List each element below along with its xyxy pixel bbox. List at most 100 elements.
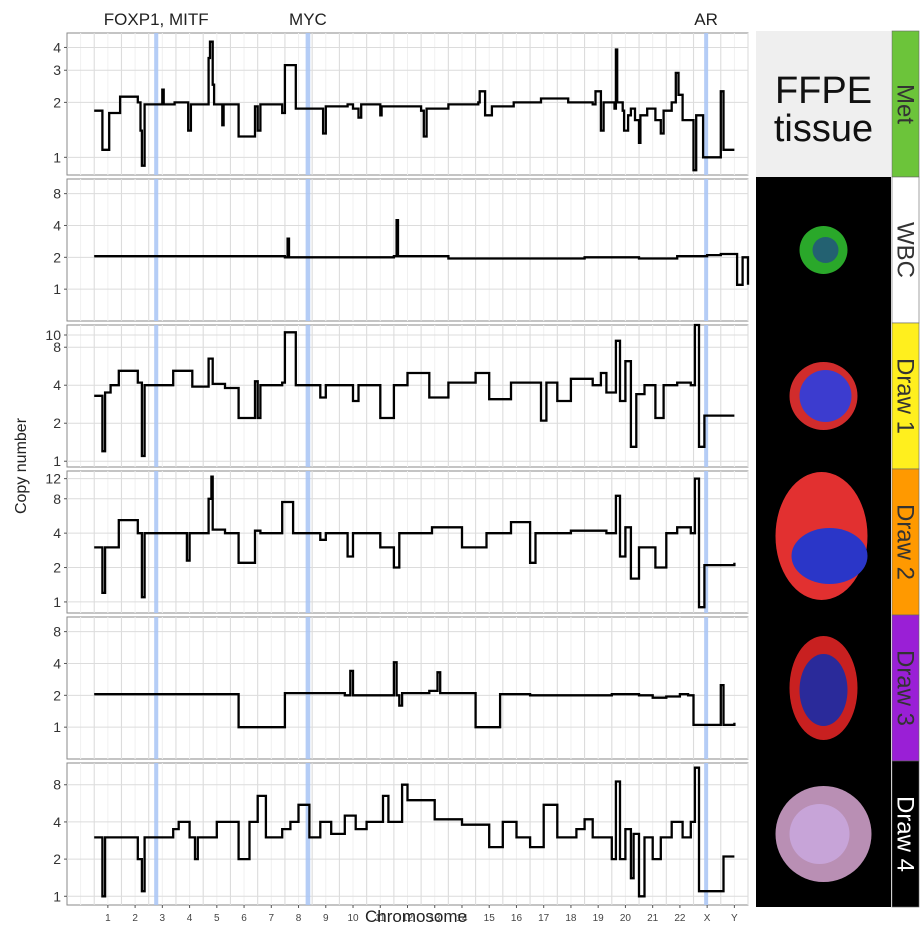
x-tick-label: 19 — [593, 913, 605, 924]
strip-label: Met — [892, 84, 919, 124]
highlight-band — [704, 179, 709, 321]
x-tick-label: 7 — [269, 913, 275, 924]
x-tick-label: 22 — [674, 913, 686, 924]
x-axis-title: Chromosome — [365, 907, 467, 926]
y-tick-label: 8 — [53, 186, 61, 202]
x-tick-label: 11 — [375, 913, 386, 924]
highlight-label: MYC — [289, 10, 327, 29]
copy-number-line — [94, 661, 736, 729]
cell-nucleus — [799, 654, 848, 726]
highlight-band — [305, 33, 311, 175]
copy-number-line — [94, 323, 735, 458]
highlight-band — [704, 33, 709, 175]
y-tick-label: 2 — [53, 415, 61, 431]
y-axis-title: Copy number — [13, 417, 30, 514]
y-tick-label: 2 — [53, 249, 61, 265]
highlight-band — [154, 763, 159, 905]
copy-number-line — [94, 40, 735, 172]
highlight-band — [305, 617, 311, 759]
y-tick-label: 8 — [53, 491, 61, 507]
y-tick-label: 2 — [53, 560, 61, 576]
y-tick-label: 2 — [53, 687, 61, 703]
highlight-band — [305, 471, 311, 613]
x-tick-label: 8 — [296, 913, 302, 924]
y-tick-label: 8 — [53, 339, 61, 355]
copy-number-line — [94, 766, 735, 898]
cell-nucleus — [799, 370, 852, 422]
panel-wbc: 1 2 4 8 WBC — [53, 176, 920, 324]
strip-label: WBC — [892, 222, 919, 278]
copy-number-line — [94, 475, 736, 609]
x-tick-label: 13 — [429, 913, 441, 924]
x-axis: 1 2 3 4 5 6 7 8 9 10 11 12 13 14 15 16 17 18 19 20 21 22 X Y — [105, 905, 738, 924]
highlight-band — [305, 325, 311, 467]
y-tick-label: 4 — [53, 39, 61, 55]
cell-image — [756, 31, 891, 177]
highlight-labels: FOXP1, MITF MYC AR — [104, 10, 718, 29]
x-tick-label: 1 — [105, 913, 111, 924]
copy-number-line — [94, 218, 750, 286]
highlight-label: AR — [694, 10, 718, 29]
highlight-band — [154, 471, 159, 613]
y-tick-label: 1 — [53, 888, 61, 904]
x-tick-label: 6 — [241, 913, 247, 924]
y-tick-label: 1 — [53, 453, 61, 469]
x-tick-label: 9 — [323, 913, 329, 924]
x-tick-label: 3 — [160, 913, 166, 924]
x-tick-label: 10 — [347, 913, 359, 924]
y-tick-label: 3 — [53, 62, 61, 78]
highlight-band — [154, 325, 159, 467]
x-tick-label: 17 — [538, 913, 550, 924]
strip-background — [891, 30, 920, 178]
highlight-band — [305, 763, 311, 905]
y-tick-label: 2 — [53, 851, 61, 867]
highlight-band — [704, 617, 709, 759]
highlight-band — [704, 471, 709, 613]
y-tick-label: 4 — [53, 525, 61, 541]
strip-background — [891, 760, 920, 908]
cell-image-caption: FFPE — [775, 70, 872, 112]
x-tick-label: Y — [731, 913, 738, 924]
strip-background — [891, 468, 920, 616]
y-tick-label: 8 — [53, 624, 61, 640]
panel-draw-1: 1 2 4 810 Draw 1 — [45, 322, 920, 470]
highlight-band — [704, 325, 709, 467]
x-tick-label: 12 — [402, 913, 414, 924]
x-tick-label: 14 — [456, 913, 468, 924]
x-tick-label: 20 — [620, 913, 632, 924]
y-tick-label: 1 — [53, 719, 61, 735]
highlight-band — [704, 763, 709, 905]
y-tick-label: 2 — [53, 94, 61, 110]
y-tick-label: 1 — [53, 281, 61, 297]
panel-draw-3: 1 2 4 8 Draw 3 — [53, 614, 920, 762]
x-tick-label: 16 — [511, 913, 523, 924]
highlight-band — [154, 617, 159, 759]
cell-image-caption: tissue — [774, 108, 873, 150]
cell-nucleus — [789, 804, 850, 864]
strip-label: Draw 3 — [892, 650, 919, 726]
panel-draw-4: 1 2 4 8 Draw 4 — [53, 760, 920, 908]
highlight-band — [305, 179, 311, 321]
strip-label: Draw 1 — [892, 358, 919, 434]
y-tick-label: 1 — [53, 594, 61, 610]
y-tick-label: 12 — [45, 471, 61, 487]
strip-label: Draw 2 — [892, 504, 919, 580]
y-tick-label: 8 — [53, 777, 61, 793]
y-tick-label: 4 — [53, 655, 61, 671]
strip-background — [891, 322, 920, 470]
y-tick-label: 4 — [53, 377, 61, 393]
y-tick-label: 10 — [45, 327, 61, 343]
x-tick-label: 21 — [647, 913, 659, 924]
highlight-label: FOXP1, MITF — [104, 10, 209, 29]
x-tick-label: 4 — [187, 913, 193, 924]
y-tick-label: 1 — [53, 149, 61, 165]
x-tick-label: 2 — [132, 913, 138, 924]
x-tick-label: X — [704, 913, 711, 924]
highlight-band — [154, 179, 159, 321]
cell-nucleus — [812, 237, 839, 263]
y-tick-label: 4 — [53, 814, 61, 830]
